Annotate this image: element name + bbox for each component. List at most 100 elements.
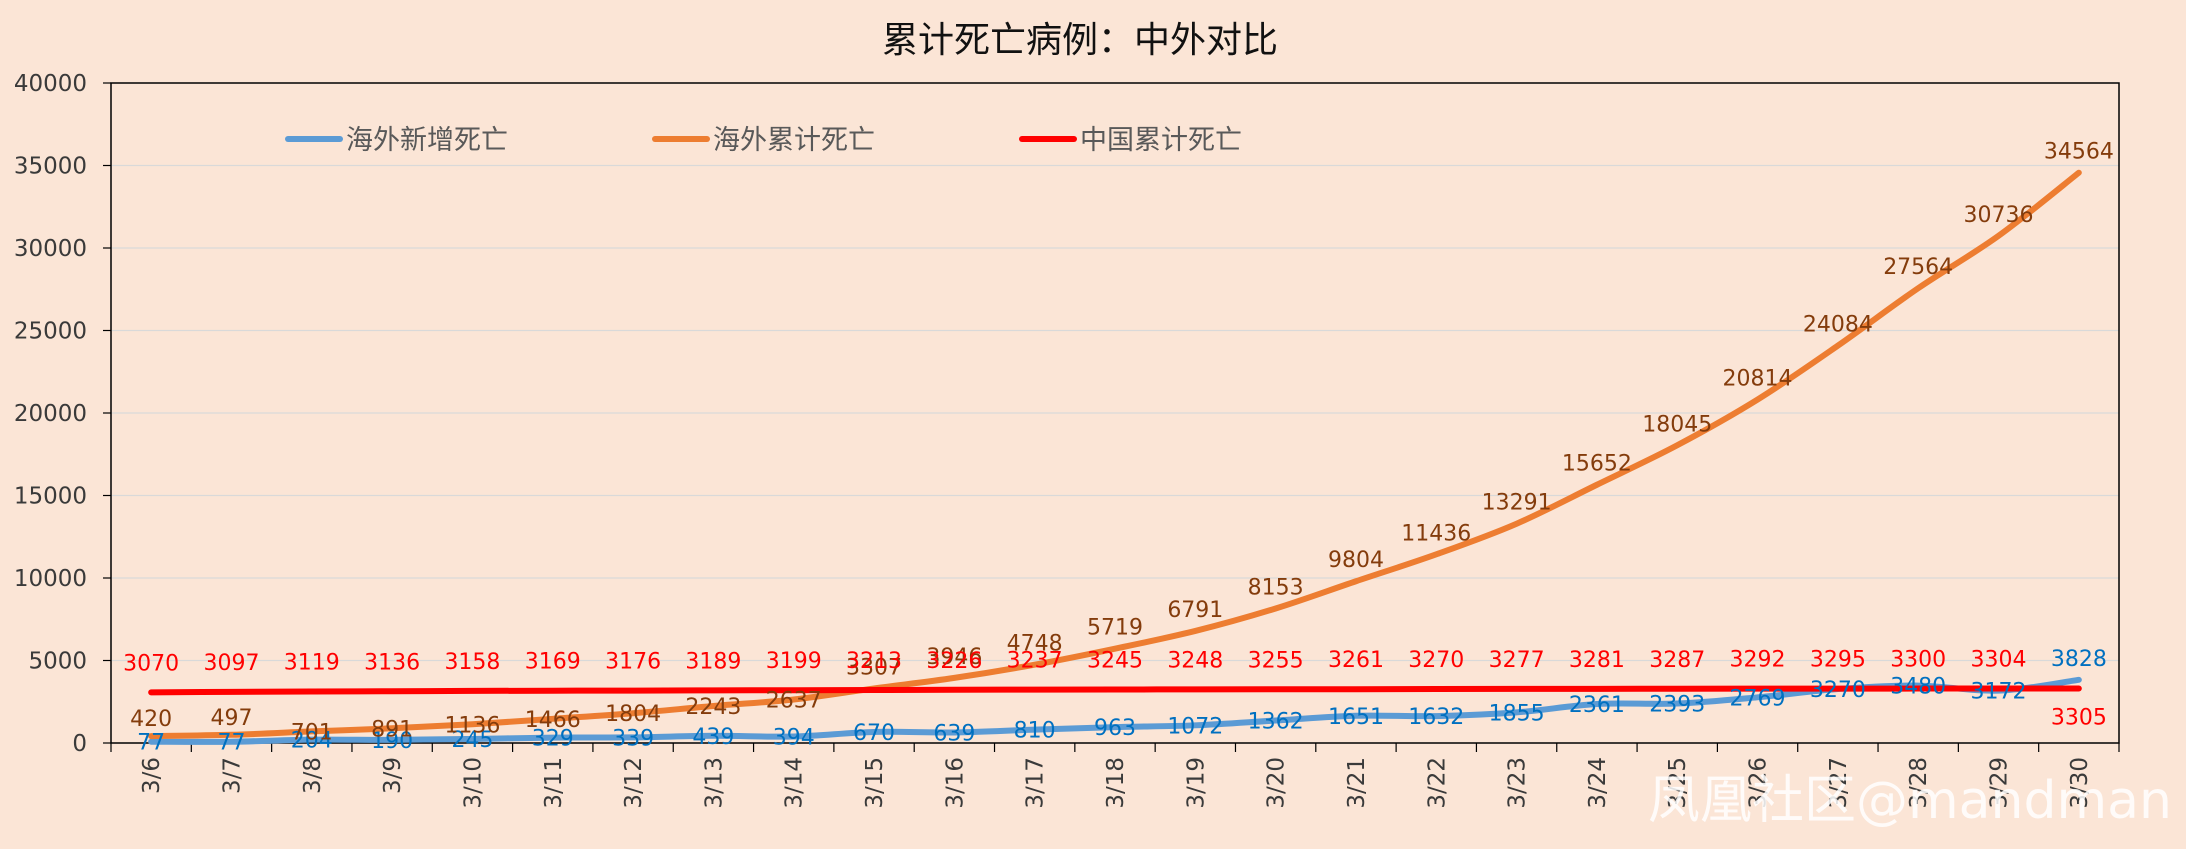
watermark-text: 凤凰社区@mandman <box>1648 771 2172 831</box>
data-label-china-total: 3169 <box>525 650 581 675</box>
data-label-overseas-total: 30736 <box>1964 203 2034 228</box>
data-label-overseas-new: 3480 <box>1890 675 1946 700</box>
data-label-overseas-total: 8153 <box>1248 575 1304 600</box>
data-label-china-total: 3070 <box>123 651 179 676</box>
data-label-overseas-new: 3828 <box>2051 647 2107 672</box>
data-label-overseas-total: 34564 <box>2044 140 2114 165</box>
data-label-overseas-new: 3172 <box>1971 680 2027 705</box>
data-label-overseas-new: 810 <box>1014 719 1056 744</box>
data-label-overseas-total: 15652 <box>1562 452 1632 477</box>
x-tick-label: 3/12 <box>621 757 647 809</box>
data-label-overseas-total: 24084 <box>1803 313 1873 338</box>
x-tick-label: 3/10 <box>460 757 486 809</box>
data-label-overseas-new: 639 <box>933 721 975 746</box>
data-label-china-total: 3300 <box>1890 648 1946 673</box>
data-label-overseas-new: 670 <box>853 721 895 746</box>
data-label-overseas-total: 1804 <box>605 702 661 727</box>
data-label-china-total: 3277 <box>1489 648 1545 673</box>
data-label-overseas-total: 9804 <box>1328 548 1384 573</box>
x-tick-label: 3/20 <box>1264 757 1290 809</box>
y-tick-label: 30000 <box>14 236 87 262</box>
x-tick-label: 3/17 <box>1023 757 1049 809</box>
data-label-overseas-new: 394 <box>773 725 815 750</box>
y-tick-label: 35000 <box>14 154 87 180</box>
data-label-overseas-total: 1136 <box>444 713 500 738</box>
data-label-overseas-new: 963 <box>1094 716 1136 741</box>
x-tick-label: 3/22 <box>1424 757 1450 809</box>
data-label-overseas-total: 420 <box>130 707 172 732</box>
data-label-china-total: 3158 <box>444 650 500 675</box>
data-label-overseas-new: 1072 <box>1167 714 1223 739</box>
data-label-china-total: 3213 <box>846 649 902 674</box>
y-tick-label: 15000 <box>14 484 87 510</box>
gridlines <box>111 166 2119 661</box>
x-tick-label: 3/19 <box>1183 757 1209 809</box>
data-label-overseas-new: 77 <box>137 731 165 756</box>
legend-label-overseas-total: 海外累计死亡 <box>713 125 875 156</box>
x-tick-label: 3/15 <box>862 757 888 809</box>
x-tick-label: 3/7 <box>219 757 245 794</box>
data-label-overseas-total: 6791 <box>1167 598 1223 623</box>
data-label-overseas-total: 497 <box>210 706 252 731</box>
data-label-overseas-new: 1651 <box>1328 705 1384 730</box>
axes: 0 5000 10000 15000 20000 25000 30000 35000 40000… <box>14 71 2119 809</box>
y-tick-label: 5000 <box>28 649 87 675</box>
x-tick-label: 3/11 <box>541 757 567 809</box>
data-label-china-total: 3292 <box>1730 648 1786 673</box>
x-tick-label: 3/24 <box>1585 757 1611 809</box>
x-tick-label: 3/8 <box>300 757 326 794</box>
x-tick-label: 3/13 <box>701 757 727 809</box>
data-label-overseas-total: 13291 <box>1482 491 1552 516</box>
data-label-china-total: 3255 <box>1248 648 1304 673</box>
x-tick-label: 3/16 <box>942 757 968 809</box>
y-tick-label: 25000 <box>14 319 87 345</box>
data-label-china-total: 3136 <box>364 650 420 675</box>
y-tick-label: 20000 <box>14 401 87 427</box>
y-tick-label: 10000 <box>14 566 87 592</box>
data-label-overseas-new: 1362 <box>1248 710 1304 735</box>
data-label-overseas-new: 1632 <box>1408 705 1464 730</box>
data-label-china-total: 3199 <box>766 649 822 674</box>
legend: 海外新增死亡 海外累计死亡 中国累计死亡 <box>288 125 1242 156</box>
data-label-china-total: 3281 <box>1569 648 1625 673</box>
data-label-china-total: 3270 <box>1408 648 1464 673</box>
y-tick-label: 40000 <box>14 71 87 97</box>
x-tick-label: 3/21 <box>1344 757 1370 809</box>
y-tick-label: 0 <box>72 731 87 757</box>
x-tick-label: 3/23 <box>1505 757 1531 809</box>
data-label-china-total: 3304 <box>1971 647 2027 672</box>
chart-title: 累计死亡病例：中外对比 <box>882 20 1278 61</box>
data-label-overseas-total: 5719 <box>1087 616 1143 641</box>
data-label-overseas-new: 2361 <box>1569 693 1625 718</box>
data-label-china-total: 3097 <box>203 651 259 676</box>
data-label-overseas-total: 11436 <box>1401 521 1471 546</box>
legend-label-overseas-new: 海外新增死亡 <box>346 125 508 156</box>
data-label-overseas-total: 20814 <box>1723 367 1793 392</box>
data-label-overseas-total: 891 <box>371 717 413 742</box>
data-label-overseas-total: 1466 <box>525 708 581 733</box>
data-label-china-total: 3305 <box>2051 705 2107 730</box>
x-tick-label: 3/6 <box>139 757 165 794</box>
x-tick-label: 3/14 <box>782 757 808 809</box>
data-label-overseas-total: 2637 <box>766 688 822 713</box>
data-label-overseas-new: 2393 <box>1649 693 1705 718</box>
data-label-overseas-total: 27564 <box>1883 255 1953 280</box>
data-label-china-total: 3237 <box>1007 649 1063 674</box>
data-label-china-total: 3248 <box>1167 648 1223 673</box>
data-label-china-total: 3245 <box>1087 648 1143 673</box>
legend-label-china-total: 中国累计死亡 <box>1080 125 1242 156</box>
data-label-overseas-new: 77 <box>217 731 245 756</box>
data-label-overseas-total: 701 <box>291 720 333 745</box>
data-label-china-total: 3189 <box>685 649 741 674</box>
data-label-china-total: 3119 <box>284 651 340 676</box>
data-label-china-total: 3295 <box>1810 648 1866 673</box>
data-label-china-total: 3176 <box>605 650 661 675</box>
data-label-overseas-new: 1855 <box>1489 701 1545 726</box>
data-label-overseas-new: 2769 <box>1730 686 1786 711</box>
data-label-overseas-total: 2243 <box>685 695 741 720</box>
data-label-overseas-new: 339 <box>612 726 654 751</box>
x-tick-label: 3/9 <box>380 757 406 794</box>
